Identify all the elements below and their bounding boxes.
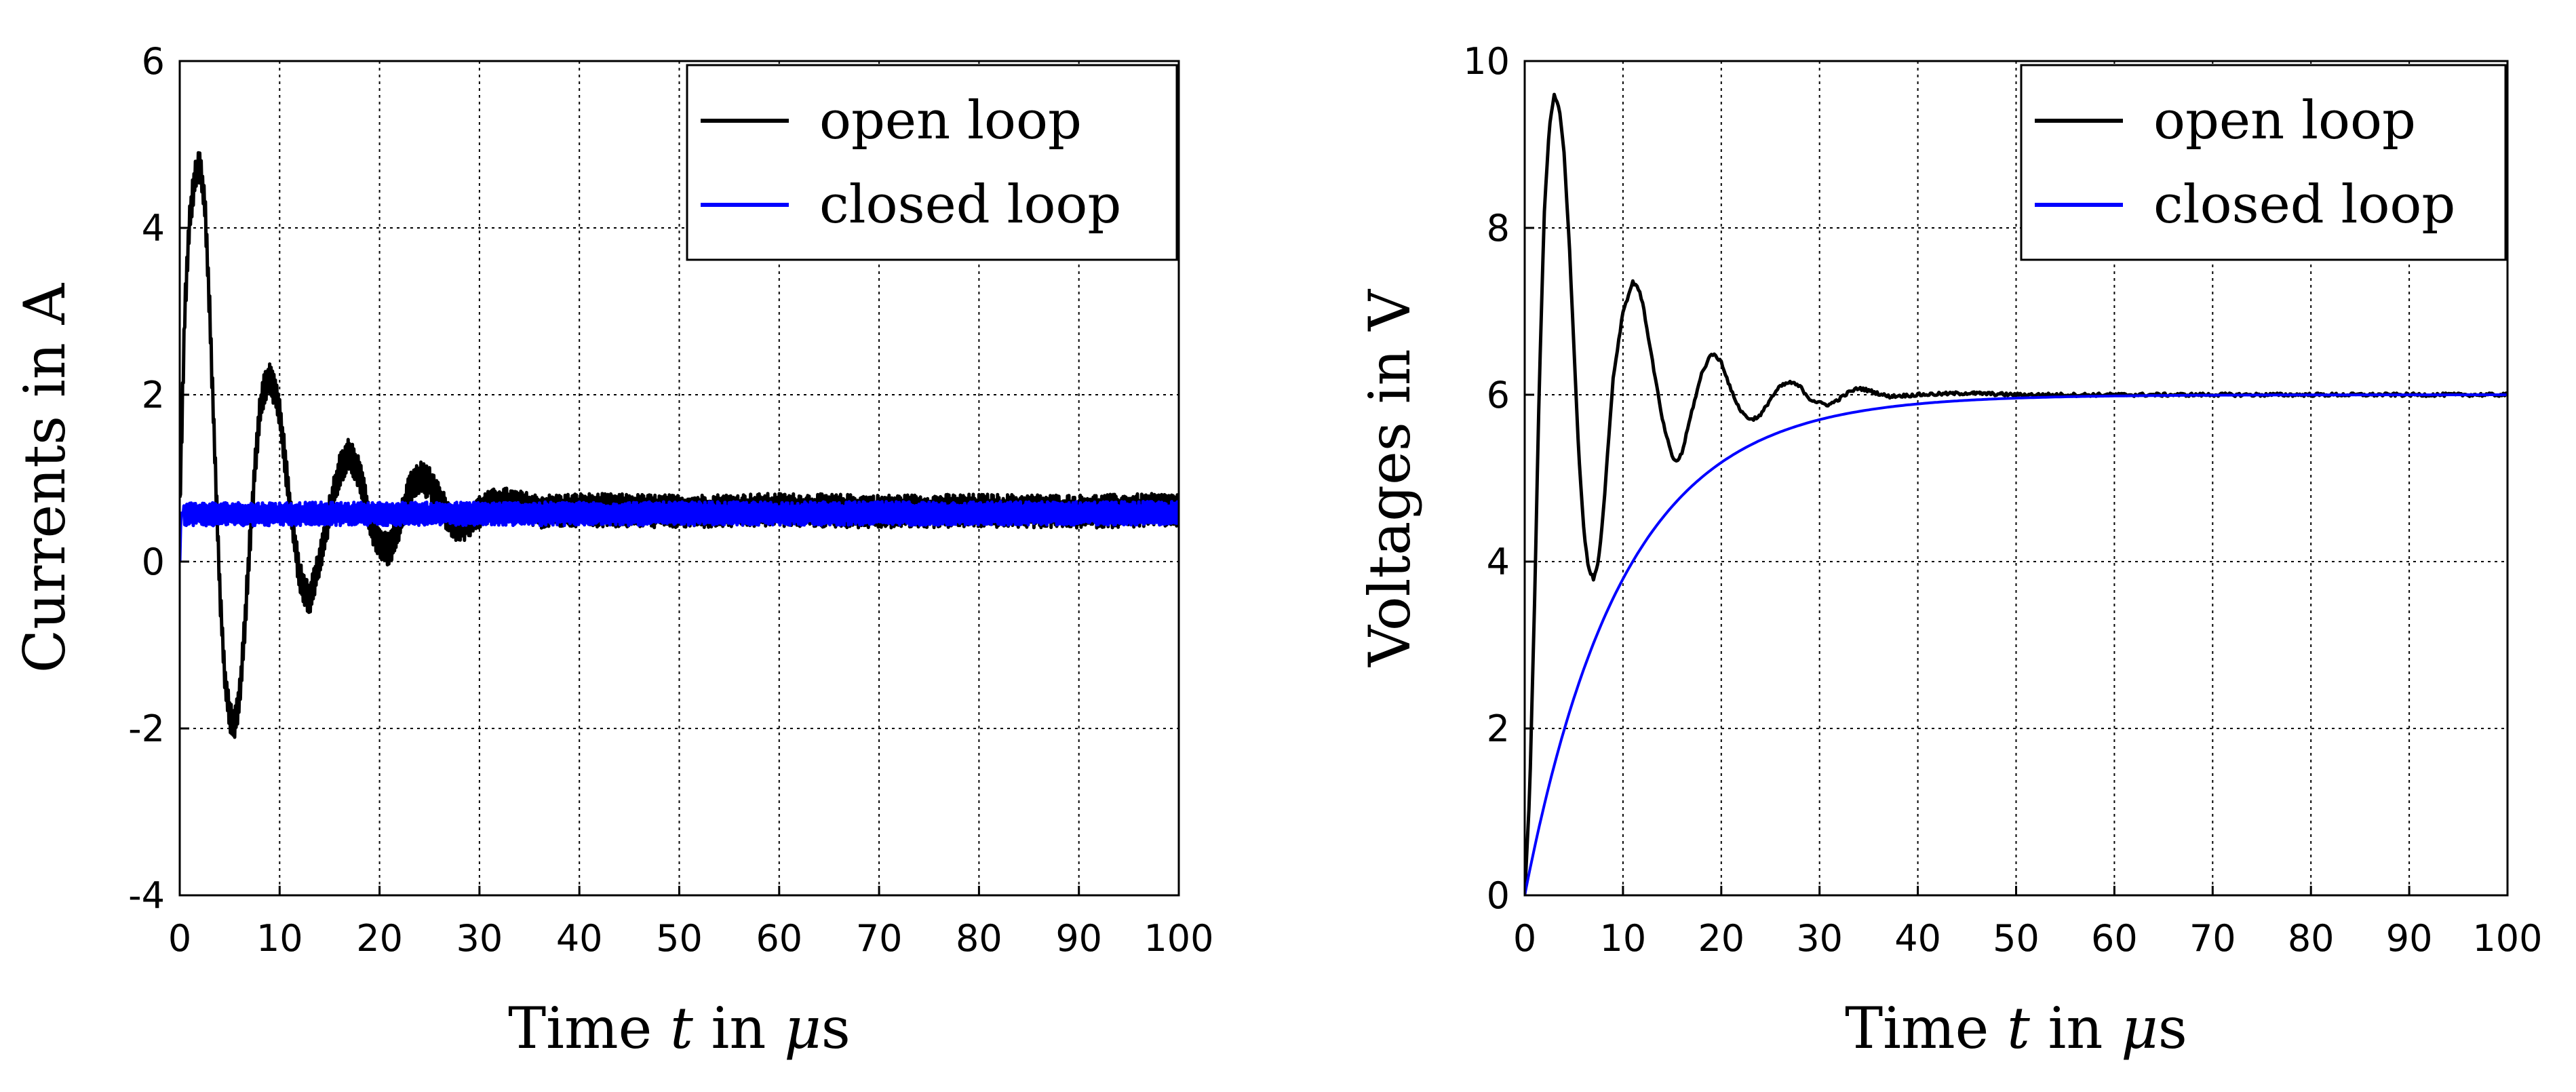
- x-tick-label: 80: [956, 917, 1002, 960]
- x-tick-label: 60: [2091, 917, 2138, 960]
- x-axis-title-part: s: [2158, 995, 2187, 1061]
- x-tick-label: 50: [656, 917, 703, 960]
- legend-label: open loop: [819, 90, 1082, 151]
- series-line-closed-loop: [1525, 393, 2507, 895]
- x-axis-title-part: t: [670, 995, 693, 1061]
- x-axis-title-part: Time: [1845, 995, 2007, 1061]
- y-tick-label: -2: [128, 707, 165, 750]
- legend-label: open loop: [2153, 90, 2416, 151]
- x-tick-label: 10: [256, 917, 303, 960]
- legend: open loop closed loop: [2020, 64, 2507, 261]
- x-tick-label: 100: [1144, 917, 1213, 960]
- y-tick-label: 8: [1487, 207, 1510, 250]
- x-tick-label: 0: [1513, 917, 1536, 960]
- x-tick-label: 30: [1796, 917, 1843, 960]
- chart-panel-2: 0 10 20 30 40 50 60 70 80 90 100 0 2 4 6 8 10 Time t in μ…: [1357, 40, 2543, 1061]
- x-tick-label: 70: [2189, 917, 2236, 960]
- x-axis-title-part: μ: [784, 995, 821, 1061]
- y-axis-title: Voltages in V: [1357, 289, 1423, 667]
- plot-area: [1525, 92, 2507, 895]
- x-tick-label: 90: [1055, 917, 1102, 960]
- x-axis-title-part: μ: [2121, 995, 2158, 1061]
- y-tick-label: 4: [142, 207, 165, 250]
- x-tick-label: 50: [1993, 917, 2040, 960]
- series-line-closed-loop: [180, 500, 1179, 562]
- x-tick-label: 40: [1894, 917, 1941, 960]
- y-tick-label: 6: [1487, 374, 1510, 416]
- x-tick-label: 10: [1600, 917, 1647, 960]
- legend-label: closed loop: [2153, 174, 2455, 235]
- chart-panel-1: 0 10 20 30 40 50 60 70 80 90 100 -4 -2 0 2 4 6 Time t in …: [12, 40, 1214, 1061]
- legend-box: [2020, 64, 2507, 261]
- legend-box: [686, 64, 1178, 261]
- y-axis-title: Currents in A: [12, 282, 78, 673]
- y-tick-label: 0: [142, 541, 165, 583]
- y-tick-label: 0: [1487, 874, 1510, 917]
- x-tick-label: 20: [356, 917, 403, 960]
- legend: open loop closed loop: [686, 64, 1178, 261]
- x-tick-label: 100: [2472, 917, 2542, 960]
- y-tick-label: 10: [1463, 40, 1510, 83]
- y-tick-label: -4: [128, 874, 165, 917]
- x-tick-label: 30: [456, 917, 503, 960]
- x-axis-title-part: s: [821, 995, 851, 1061]
- y-tick-label: 4: [1487, 541, 1510, 583]
- x-tick-label: 60: [756, 917, 802, 960]
- y-tick-label: 2: [1487, 707, 1510, 750]
- x-tick-label: 40: [556, 917, 603, 960]
- x-tick-label: 0: [168, 917, 191, 960]
- y-tick-label: 6: [142, 40, 165, 83]
- legend-label: closed loop: [819, 174, 1121, 235]
- x-tick-label: 70: [856, 917, 903, 960]
- x-tick-label: 80: [2288, 917, 2335, 960]
- x-axis-title-part: in: [693, 995, 784, 1061]
- plot-area: [180, 151, 1179, 739]
- x-axis-title-part: Time: [508, 995, 670, 1061]
- x-tick-label: 90: [2386, 917, 2433, 960]
- x-axis-title: Time t in μs: [1845, 995, 2187, 1061]
- x-tick-label: 20: [1698, 917, 1744, 960]
- x-axis-title-part: t: [2007, 995, 2030, 1061]
- x-axis-title-part: in: [2030, 995, 2121, 1061]
- y-tick-label: 2: [142, 374, 165, 416]
- x-axis-title: Time t in μs: [508, 995, 851, 1061]
